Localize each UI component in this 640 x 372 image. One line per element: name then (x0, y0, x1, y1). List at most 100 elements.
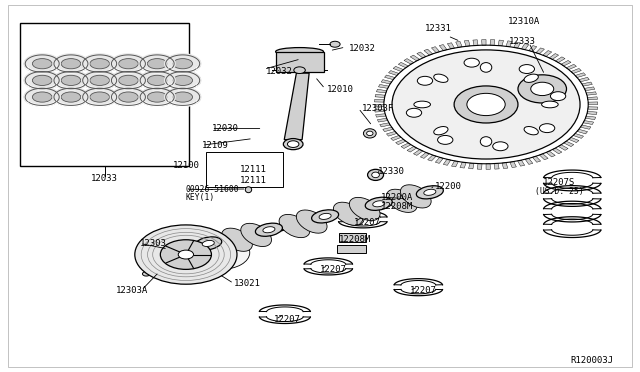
Polygon shape (374, 109, 385, 112)
Ellipse shape (372, 172, 380, 178)
Polygon shape (518, 160, 525, 166)
Polygon shape (536, 48, 545, 54)
Ellipse shape (33, 92, 52, 102)
Text: 12303F: 12303F (362, 104, 394, 113)
Text: 12333: 12333 (508, 37, 535, 46)
Circle shape (493, 142, 508, 151)
Polygon shape (374, 105, 384, 107)
Polygon shape (573, 134, 584, 138)
Ellipse shape (424, 189, 436, 195)
Ellipse shape (82, 71, 118, 90)
Polygon shape (558, 145, 568, 150)
Ellipse shape (541, 101, 558, 108)
Ellipse shape (33, 59, 52, 69)
Polygon shape (532, 156, 541, 162)
Ellipse shape (61, 92, 81, 102)
Ellipse shape (245, 187, 252, 193)
Text: 12208M: 12208M (339, 235, 371, 244)
Circle shape (519, 65, 534, 74)
Text: KEY(1): KEY(1) (186, 193, 215, 202)
Ellipse shape (147, 92, 167, 102)
Ellipse shape (284, 138, 303, 150)
Polygon shape (588, 102, 598, 105)
Polygon shape (577, 129, 588, 134)
Text: 12010: 12010 (326, 85, 353, 94)
Ellipse shape (312, 210, 339, 223)
Ellipse shape (140, 71, 175, 90)
Ellipse shape (111, 71, 147, 90)
Polygon shape (407, 147, 417, 152)
Text: 12100: 12100 (173, 161, 200, 170)
Polygon shape (525, 158, 533, 164)
Polygon shape (276, 52, 323, 72)
Bar (20, 23, 189, 166)
Text: 12111: 12111 (240, 176, 267, 185)
Polygon shape (584, 87, 595, 91)
Ellipse shape (118, 92, 138, 102)
Circle shape (143, 272, 150, 276)
Text: 12030: 12030 (211, 124, 238, 133)
Polygon shape (376, 114, 386, 117)
Polygon shape (549, 54, 559, 60)
Polygon shape (428, 155, 436, 161)
Ellipse shape (333, 202, 364, 225)
Circle shape (550, 92, 566, 100)
Polygon shape (529, 45, 537, 52)
Ellipse shape (118, 75, 138, 86)
Ellipse shape (195, 237, 221, 250)
Ellipse shape (401, 185, 431, 208)
Polygon shape (588, 107, 598, 110)
Polygon shape (587, 112, 597, 115)
Polygon shape (387, 131, 397, 136)
Polygon shape (393, 66, 403, 71)
Ellipse shape (263, 227, 275, 233)
Polygon shape (468, 163, 474, 169)
Ellipse shape (33, 75, 52, 86)
Ellipse shape (365, 197, 392, 210)
Polygon shape (435, 157, 444, 163)
Ellipse shape (524, 74, 538, 83)
Polygon shape (404, 59, 414, 64)
Ellipse shape (82, 54, 118, 73)
Ellipse shape (372, 201, 385, 207)
Ellipse shape (24, 88, 60, 106)
Polygon shape (380, 123, 390, 127)
Ellipse shape (173, 59, 193, 69)
Polygon shape (444, 159, 451, 165)
Text: 12330: 12330 (378, 167, 404, 176)
Ellipse shape (202, 240, 214, 247)
Ellipse shape (180, 237, 211, 261)
Circle shape (161, 240, 211, 269)
Polygon shape (413, 150, 423, 155)
Ellipse shape (61, 59, 81, 69)
Text: 12111: 12111 (240, 165, 267, 174)
Polygon shape (451, 161, 458, 167)
Polygon shape (460, 162, 466, 168)
Circle shape (540, 124, 555, 132)
Text: 12303: 12303 (140, 239, 167, 248)
Ellipse shape (296, 210, 327, 233)
Ellipse shape (276, 48, 323, 56)
Polygon shape (388, 71, 399, 76)
Polygon shape (439, 45, 447, 51)
Polygon shape (586, 92, 596, 95)
Polygon shape (564, 141, 574, 147)
Polygon shape (284, 73, 309, 140)
Polygon shape (506, 41, 512, 47)
Polygon shape (447, 43, 454, 49)
Text: R120003J: R120003J (571, 356, 614, 365)
Polygon shape (588, 97, 598, 100)
Circle shape (135, 225, 237, 284)
Ellipse shape (90, 59, 109, 69)
Circle shape (178, 250, 193, 259)
Circle shape (294, 67, 305, 74)
Polygon shape (546, 151, 556, 157)
Polygon shape (385, 75, 395, 80)
Polygon shape (571, 68, 581, 74)
Polygon shape (494, 163, 499, 169)
Polygon shape (486, 164, 490, 169)
Ellipse shape (524, 126, 538, 135)
Polygon shape (391, 135, 401, 141)
Ellipse shape (279, 214, 310, 238)
Text: 12207S: 12207S (543, 178, 575, 187)
